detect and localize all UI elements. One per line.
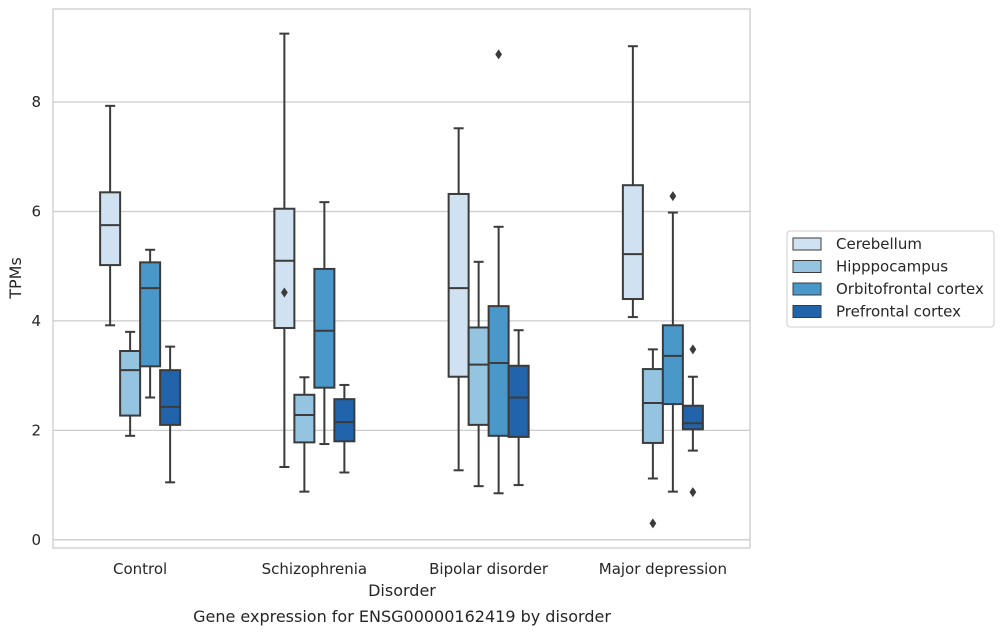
box-group — [621, 45, 644, 319]
box — [661, 324, 684, 406]
box-group — [293, 376, 316, 493]
outlier-point — [495, 49, 503, 60]
x-tick-labels: Control Schizophrenia Bipolar disorder Majo… — [113, 560, 727, 578]
box — [467, 326, 490, 426]
chart-caption: Gene expression for ENSG00000162419 by d… — [193, 607, 611, 626]
outlier-point — [649, 518, 657, 529]
boxes — [99, 32, 704, 529]
x-axis-label: Disorder — [368, 581, 436, 600]
x-tick-label: Bipolar disorder — [429, 560, 549, 578]
box-group — [487, 49, 510, 495]
box — [447, 192, 470, 378]
y-tick-labels: 0 2 4 6 8 — [31, 93, 41, 549]
box — [333, 398, 356, 443]
x-tick-label: Control — [113, 560, 167, 578]
y-tick-label: 0 — [31, 531, 41, 549]
box-group — [313, 201, 336, 446]
box — [681, 404, 704, 431]
y-tick-label: 2 — [31, 421, 41, 439]
box-group — [99, 104, 122, 327]
legend-label: Orbitofrontal cortex — [836, 280, 984, 298]
legend-swatch — [792, 282, 822, 296]
box-group — [119, 330, 142, 437]
box — [313, 267, 336, 389]
box-group — [333, 383, 356, 474]
box — [139, 261, 162, 368]
x-tick-label: Schizophrenia — [262, 560, 367, 578]
box-group — [641, 348, 664, 529]
legend: Cerebellum Hipppocampus Orbitofrontal cort… — [786, 230, 995, 328]
x-tick-label: Major depression — [599, 560, 727, 578]
box — [641, 368, 664, 444]
box — [621, 184, 644, 301]
outlier-point — [689, 344, 697, 355]
box-group — [467, 260, 490, 488]
legend-frame — [786, 230, 995, 328]
legend-label: Hipppocampus — [836, 258, 948, 276]
legend-label: Cerebellum — [836, 235, 922, 253]
box-group — [159, 345, 182, 484]
legend-swatch — [792, 305, 822, 318]
box-group — [139, 248, 162, 399]
outlier-point — [689, 487, 697, 498]
box-group — [447, 127, 470, 472]
plot-frame — [52, 8, 751, 549]
box — [159, 369, 182, 426]
legend-swatch — [792, 237, 822, 251]
y-tick-label: 6 — [31, 202, 41, 220]
box — [119, 350, 142, 417]
box-group — [661, 191, 684, 493]
box — [99, 191, 122, 267]
box — [273, 207, 296, 330]
box — [293, 393, 316, 444]
outlier-point — [669, 191, 677, 202]
box-group — [273, 32, 296, 469]
box — [507, 364, 530, 438]
legend-label: Prefrontal cortex — [836, 303, 961, 321]
box-group — [507, 329, 530, 487]
outlier-point — [280, 287, 288, 298]
y-tick-label: 4 — [31, 312, 41, 330]
box-group — [681, 344, 704, 498]
y-tick-label: 8 — [31, 93, 41, 111]
legend-swatch — [792, 260, 822, 273]
y-axis-label: TPMs — [6, 257, 25, 300]
box — [487, 305, 510, 437]
